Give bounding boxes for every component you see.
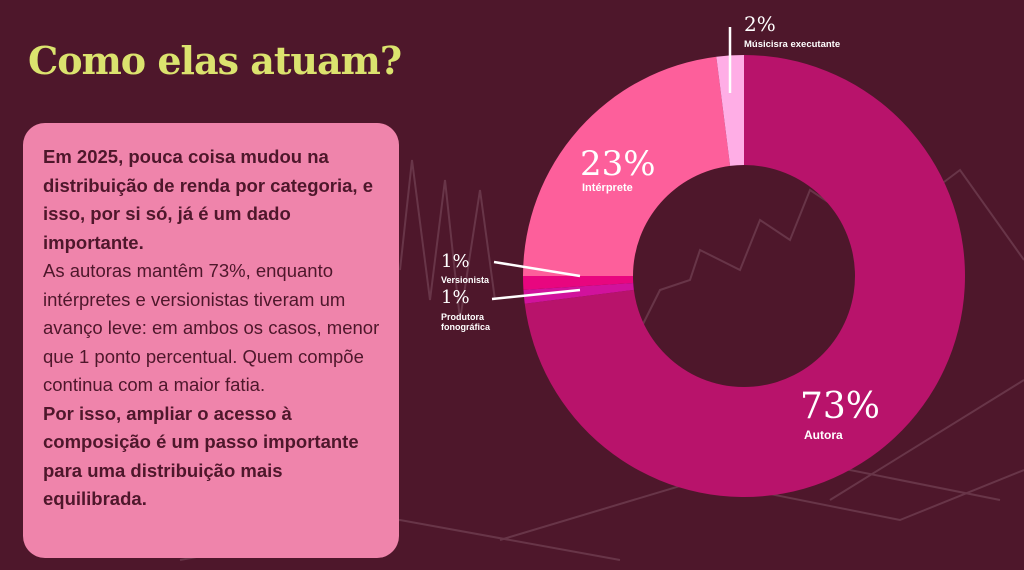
slice-interprete [523, 56, 731, 277]
label-produtora-pct: 1% [441, 287, 470, 308]
label-versionista: Versionista [441, 275, 490, 285]
body-text: As autoras mantêm 73%, enquanto intérpre… [43, 260, 380, 395]
slice-produtora [523, 282, 634, 304]
conclusion-text: Por isso, ampliar o acesso à composição … [43, 402, 359, 510]
slice-autora [524, 55, 966, 498]
leader-line-versionista [493, 260, 581, 278]
page-title: Como elas atuam? [28, 38, 402, 83]
label-musicista-pct: 2% [744, 12, 776, 36]
text-box: Em 2025, pouca coisa mudou na distribuiç… [23, 123, 399, 558]
label-interprete: Intérprete [582, 182, 633, 194]
label-interprete-pct: 23% [580, 144, 656, 184]
leader-line-produtora [491, 288, 581, 301]
label-produtora-line1: Produtora [441, 312, 485, 322]
slice-versionista [523, 276, 634, 290]
label-musicista: Músicisra executante [744, 39, 840, 50]
label-autora-pct: 73% [800, 386, 880, 427]
slice-musicisra [716, 55, 744, 166]
label-versionista-pct: 1% [441, 251, 470, 272]
label-produtora-line2: fonográfica [441, 322, 491, 332]
label-autora: Autora [804, 428, 843, 442]
intro-text: Em 2025, pouca coisa mudou na distribuiç… [43, 146, 374, 253]
